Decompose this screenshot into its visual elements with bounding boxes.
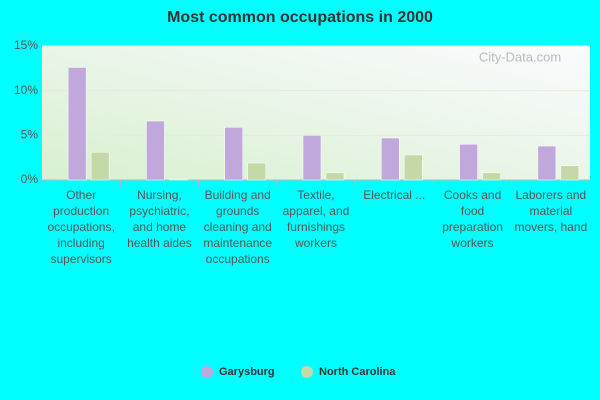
bar xyxy=(67,67,87,181)
legend-swatch xyxy=(301,366,313,378)
bar xyxy=(560,165,580,181)
x-tick-label: Nursing, psychiatric, and home health ai… xyxy=(127,188,192,250)
x-tick-label-box: Cooks and food preparation workers xyxy=(442,188,503,250)
bar xyxy=(169,178,188,181)
y-tick-label: 5% xyxy=(21,128,39,142)
bar xyxy=(90,152,110,181)
x-tick-label: Textile, apparel, and furnishings worker… xyxy=(282,188,350,250)
x-tick-label: Building and grounds cleaning and mainte… xyxy=(203,188,273,266)
x-tick-label: Electrical ... xyxy=(363,188,426,202)
bar xyxy=(146,120,165,181)
x-tick-label-box: Laborers and material movers, hand xyxy=(514,188,588,234)
legend-label: North Carolina xyxy=(319,366,396,378)
legend-swatch xyxy=(201,366,213,378)
bar xyxy=(381,137,400,181)
bar xyxy=(482,172,501,181)
y-tick-label: 15% xyxy=(14,38,38,52)
x-tick-label-box: Electrical ... xyxy=(363,188,426,202)
x-tick-label: Other production occupations, including … xyxy=(47,188,115,266)
bar xyxy=(224,127,243,181)
bar xyxy=(404,154,423,181)
x-tick-label-box: Other production occupations, including … xyxy=(47,188,115,266)
y-tick-label: 10% xyxy=(14,83,38,97)
watermark: City-Data.com xyxy=(479,49,561,64)
bar xyxy=(325,172,345,181)
legend-label: Garysburg xyxy=(219,366,275,378)
bar xyxy=(537,145,557,181)
chart-title: Most common occupations in 2000 xyxy=(167,9,433,26)
x-tick-label-box: Building and grounds cleaning and mainte… xyxy=(203,188,273,266)
x-tick-label: Cooks and food preparation workers xyxy=(442,188,503,250)
x-tick-label-box: Nursing, psychiatric, and home health ai… xyxy=(127,188,192,250)
bar xyxy=(247,162,266,181)
bar xyxy=(302,135,322,181)
y-tick-label: 0% xyxy=(21,172,39,186)
x-tick-label: Laborers and material movers, hand xyxy=(514,188,588,234)
x-tick-label-box: Textile, apparel, and furnishings worker… xyxy=(282,188,350,250)
bar xyxy=(459,144,478,181)
